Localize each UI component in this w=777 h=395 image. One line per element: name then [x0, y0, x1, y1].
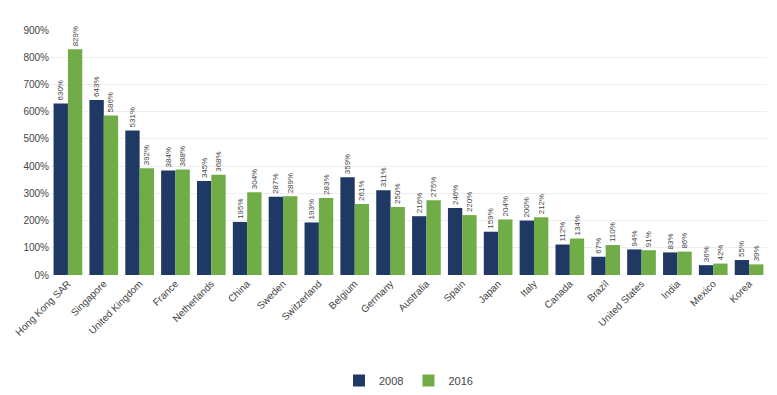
svg-text:Australia: Australia — [396, 278, 432, 314]
svg-text:134%: 134% — [573, 215, 582, 235]
svg-text:112%: 112% — [558, 222, 567, 242]
svg-text:250%: 250% — [393, 183, 402, 203]
svg-text:Japan: Japan — [476, 278, 503, 305]
svg-text:500%: 500% — [23, 133, 49, 144]
svg-text:159%: 159% — [486, 208, 495, 228]
svg-text:67%: 67% — [594, 238, 603, 254]
svg-text:Canada: Canada — [542, 278, 575, 311]
svg-text:94%: 94% — [630, 230, 639, 246]
svg-text:United Kingdom: United Kingdom — [86, 278, 144, 336]
svg-text:900%: 900% — [23, 25, 49, 36]
svg-text:220%: 220% — [465, 192, 474, 212]
svg-text:China: China — [226, 278, 253, 305]
svg-text:100%: 100% — [23, 242, 49, 253]
svg-text:Sweden: Sweden — [255, 278, 288, 311]
svg-text:Brazil: Brazil — [585, 278, 610, 303]
svg-text:Switzerland: Switzerland — [279, 278, 323, 322]
svg-text:289%: 289% — [286, 173, 295, 193]
svg-text:600%: 600% — [23, 106, 49, 117]
svg-text:700%: 700% — [23, 79, 49, 90]
svg-text:2016: 2016 — [448, 375, 472, 387]
svg-text:193%: 193% — [307, 199, 316, 219]
svg-text:392%: 392% — [142, 145, 151, 165]
svg-text:86%: 86% — [680, 233, 689, 249]
svg-text:42%: 42% — [716, 245, 725, 261]
svg-text:Singapore: Singapore — [69, 278, 109, 318]
svg-text:216%: 216% — [415, 193, 424, 213]
svg-text:311%: 311% — [379, 167, 388, 187]
svg-text:2008: 2008 — [379, 375, 403, 387]
svg-text:Netherlands: Netherlands — [170, 278, 216, 324]
svg-text:Italy: Italy — [518, 278, 539, 299]
svg-text:275%: 275% — [429, 177, 438, 197]
svg-text:Germany: Germany — [359, 278, 396, 315]
svg-text:283%: 283% — [322, 174, 331, 194]
svg-text:55%: 55% — [737, 241, 746, 257]
svg-text:829%: 829% — [71, 26, 80, 46]
svg-text:345%: 345% — [200, 158, 209, 178]
svg-text:0%: 0% — [35, 270, 50, 281]
svg-text:400%: 400% — [23, 161, 49, 172]
svg-text:36%: 36% — [702, 246, 711, 262]
svg-text:304%: 304% — [250, 169, 259, 189]
svg-text:630%: 630% — [56, 80, 65, 100]
svg-text:368%: 368% — [214, 151, 223, 171]
svg-text:300%: 300% — [23, 188, 49, 199]
svg-text:200%: 200% — [23, 215, 49, 226]
svg-text:246%: 246% — [451, 185, 460, 205]
svg-text:531%: 531% — [128, 107, 137, 127]
svg-text:India: India — [659, 278, 682, 301]
svg-text:Hong Kong SAR: Hong Kong SAR — [13, 278, 73, 338]
svg-text:800%: 800% — [23, 52, 49, 63]
svg-text:212%: 212% — [537, 194, 546, 214]
svg-text:261%: 261% — [357, 180, 366, 200]
svg-text:643%: 643% — [92, 76, 101, 96]
svg-text:384%: 384% — [164, 147, 173, 167]
svg-text:204%: 204% — [501, 196, 510, 216]
svg-text:France: France — [151, 278, 181, 308]
svg-text:Mexico: Mexico — [688, 278, 718, 308]
svg-text:Korea: Korea — [727, 278, 754, 305]
svg-text:United States: United States — [596, 278, 646, 328]
svg-text:388%: 388% — [178, 146, 187, 166]
svg-text:Belgium: Belgium — [326, 278, 359, 311]
svg-text:83%: 83% — [666, 233, 675, 249]
svg-text:91%: 91% — [644, 231, 653, 247]
svg-text:359%: 359% — [343, 154, 352, 174]
svg-text:110%: 110% — [608, 222, 617, 242]
svg-text:200%: 200% — [522, 197, 531, 217]
svg-text:287%: 287% — [271, 173, 280, 193]
svg-text:195%: 195% — [236, 198, 245, 218]
svg-text:39%: 39% — [752, 245, 761, 261]
svg-text:586%: 586% — [106, 92, 115, 112]
svg-text:Spain: Spain — [441, 278, 467, 304]
